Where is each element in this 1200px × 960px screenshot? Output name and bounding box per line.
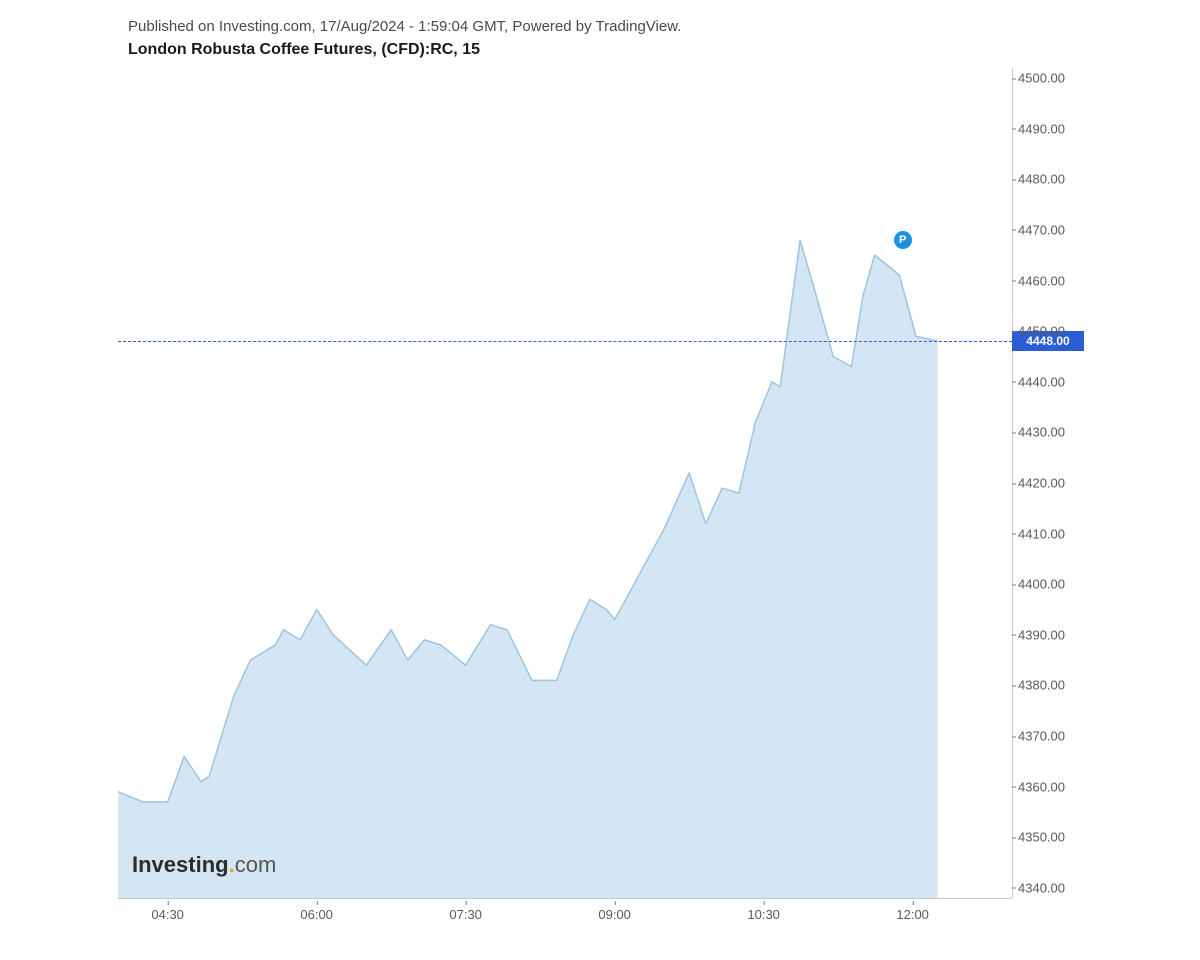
x-tick-label: 12:00 [896,907,929,922]
current-price-line [118,341,1012,342]
x-tick-label: 06:00 [300,907,333,922]
y-tick-label: 4480.00 [1018,172,1065,187]
y-tick-label: 4500.00 [1018,71,1065,86]
chart-container: P Investing.com 4448.00 4340.004350.0043… [118,68,1108,898]
x-tick-label: 04:30 [151,907,184,922]
x-axis-line [118,898,1012,899]
y-tick-label: 4380.00 [1018,678,1065,693]
plot-area[interactable]: P Investing.com [118,68,1012,898]
watermark-suffix: com [235,852,277,877]
y-tick-label: 4450.00 [1018,324,1065,339]
p-marker-icon: P [894,231,912,249]
chart-header: Published on Investing.com, 17/Aug/2024 … [0,0,1200,59]
y-tick-label: 4440.00 [1018,374,1065,389]
y-tick-label: 4350.00 [1018,830,1065,845]
y-tick-label: 4390.00 [1018,627,1065,642]
price-area-svg [118,68,1012,898]
y-tick-label: 4470.00 [1018,222,1065,237]
y-tick-label: 4460.00 [1018,273,1065,288]
investing-watermark: Investing.com [132,852,276,878]
y-tick-label: 4490.00 [1018,121,1065,136]
y-tick-label: 4400.00 [1018,577,1065,592]
x-tick-label: 10:30 [747,907,780,922]
watermark-brand: Investing [132,852,229,877]
x-tick-label: 09:00 [598,907,631,922]
y-tick-label: 4370.00 [1018,729,1065,744]
y-tick-label: 4420.00 [1018,476,1065,491]
x-tick-label: 07:30 [449,907,482,922]
x-axis: 04:30 06:00 07:30 09:00 10:30 12:00 [118,903,1012,933]
published-line: Published on Investing.com, 17/Aug/2024 … [128,18,1200,35]
y-axis: 4340.00 4350.00 4360.00 4370.00 4380.00 4390.… [1018,68,1108,898]
y-tick-label: 4340.00 [1018,880,1065,895]
y-tick-label: 4360.00 [1018,779,1065,794]
chart-title: London Robusta Coffee Futures, (CFD):RC,… [128,41,1200,59]
y-tick-label: 4430.00 [1018,425,1065,440]
y-tick-label: 4410.00 [1018,526,1065,541]
